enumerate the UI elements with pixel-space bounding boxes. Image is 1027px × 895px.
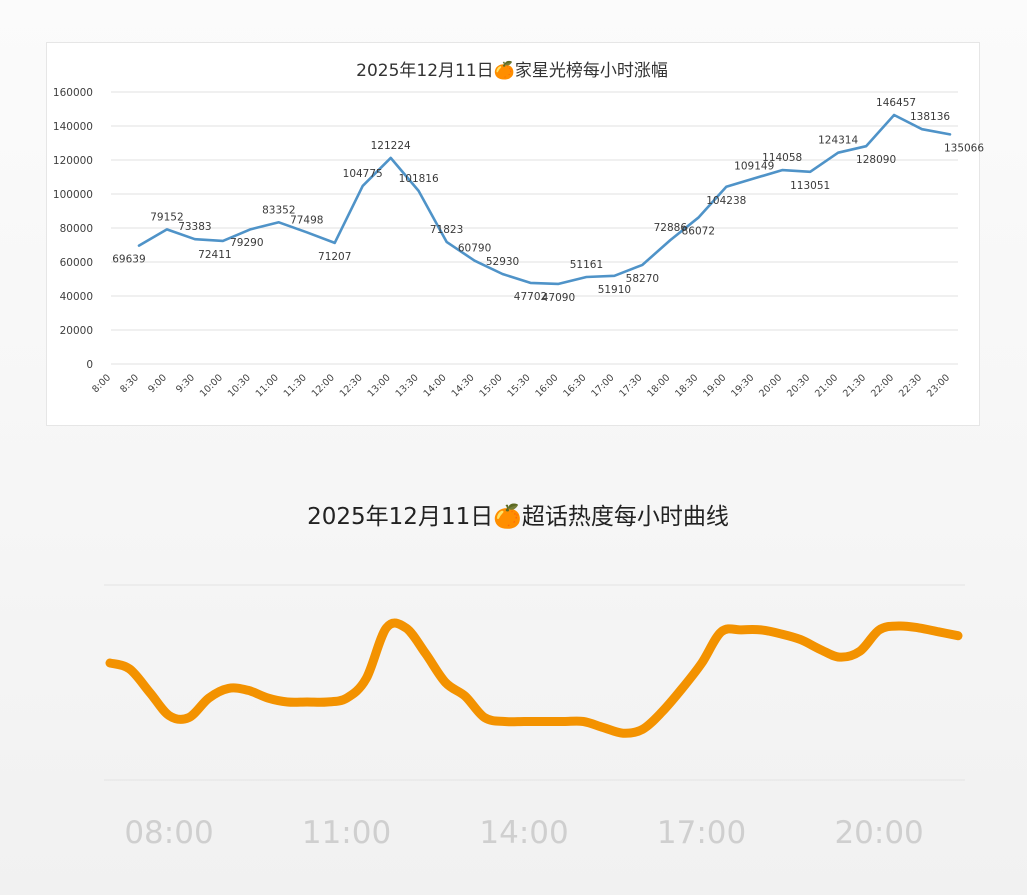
y-tick-label: 100000 [53, 189, 93, 201]
data-label: 60790 [458, 243, 491, 255]
y-tick-label: 160000 [53, 87, 93, 99]
data-label: 77498 [290, 214, 323, 226]
series-line [137, 113, 952, 286]
data-label: 83352 [262, 204, 295, 216]
y-tick-label: 80000 [60, 223, 93, 235]
x-tick-label: 17:00 [657, 815, 746, 851]
y-tick-label: 20000 [60, 325, 93, 337]
data-label: 71823 [430, 224, 463, 236]
y-tick-label: 0 [86, 359, 93, 371]
data-label: 146457 [876, 97, 916, 109]
gridlines [111, 91, 958, 365]
x-axis-tick-labels: 08:00 11:00 14:00 17:00 20:00 [124, 815, 923, 851]
data-label: 72411 [198, 249, 231, 261]
data-label: 128090 [856, 154, 896, 166]
data-label: 86072 [682, 226, 715, 238]
data-label: 109149 [734, 160, 774, 172]
y-axis-tick-labels: 0 20000 40000 60000 80000 100000 120000 140000 1… [53, 87, 93, 371]
data-label: 121224 [371, 140, 411, 152]
data-label: 101816 [399, 173, 439, 185]
series-curve [105, 618, 963, 738]
data-label: 124314 [818, 135, 858, 147]
data-label: 71207 [318, 251, 351, 263]
y-tick-label: 120000 [53, 155, 93, 167]
x-tick-label: 14:00 [479, 815, 568, 851]
data-label: 114058 [762, 152, 802, 164]
data-label: 138136 [910, 111, 950, 123]
data-label: 73383 [178, 221, 211, 233]
chart-title: 2025年12月11日🍊超话热度每小时曲线 [307, 503, 729, 530]
data-label: 47702 [514, 291, 547, 303]
y-tick-label: 140000 [53, 121, 93, 133]
data-label: 72886 [654, 222, 688, 234]
x-tick-label: 11:00 [302, 815, 391, 851]
data-label: 52930 [486, 256, 519, 268]
starlight-chart-panel [46, 42, 980, 426]
data-label: 58270 [626, 273, 659, 285]
data-label: 104238 [706, 195, 746, 207]
data-label: 135066 [944, 142, 984, 154]
data-label: 51161 [570, 259, 603, 271]
chart-title: 2025年12月11日🍊家星光榜每小时涨幅 [356, 60, 668, 81]
data-label: 79152 [150, 211, 183, 223]
data-label: 113051 [790, 180, 830, 192]
data-label: 51910 [598, 284, 631, 296]
x-tick-label: 08:00 [124, 815, 213, 851]
data-label: 69639 [112, 254, 145, 266]
y-tick-label: 40000 [60, 291, 93, 303]
data-label: 47090 [542, 292, 575, 304]
x-tick-label: 20:00 [834, 815, 923, 851]
data-label: 104775 [343, 168, 383, 180]
gridlines [104, 584, 965, 781]
starlight-hourly-line-chart: 2025年12月11日🍊家星光榜每小时涨幅 0 20000 40000 60000 80… [53, 60, 984, 399]
data-label: 79290 [230, 237, 263, 249]
y-tick-label: 60000 [60, 257, 93, 269]
